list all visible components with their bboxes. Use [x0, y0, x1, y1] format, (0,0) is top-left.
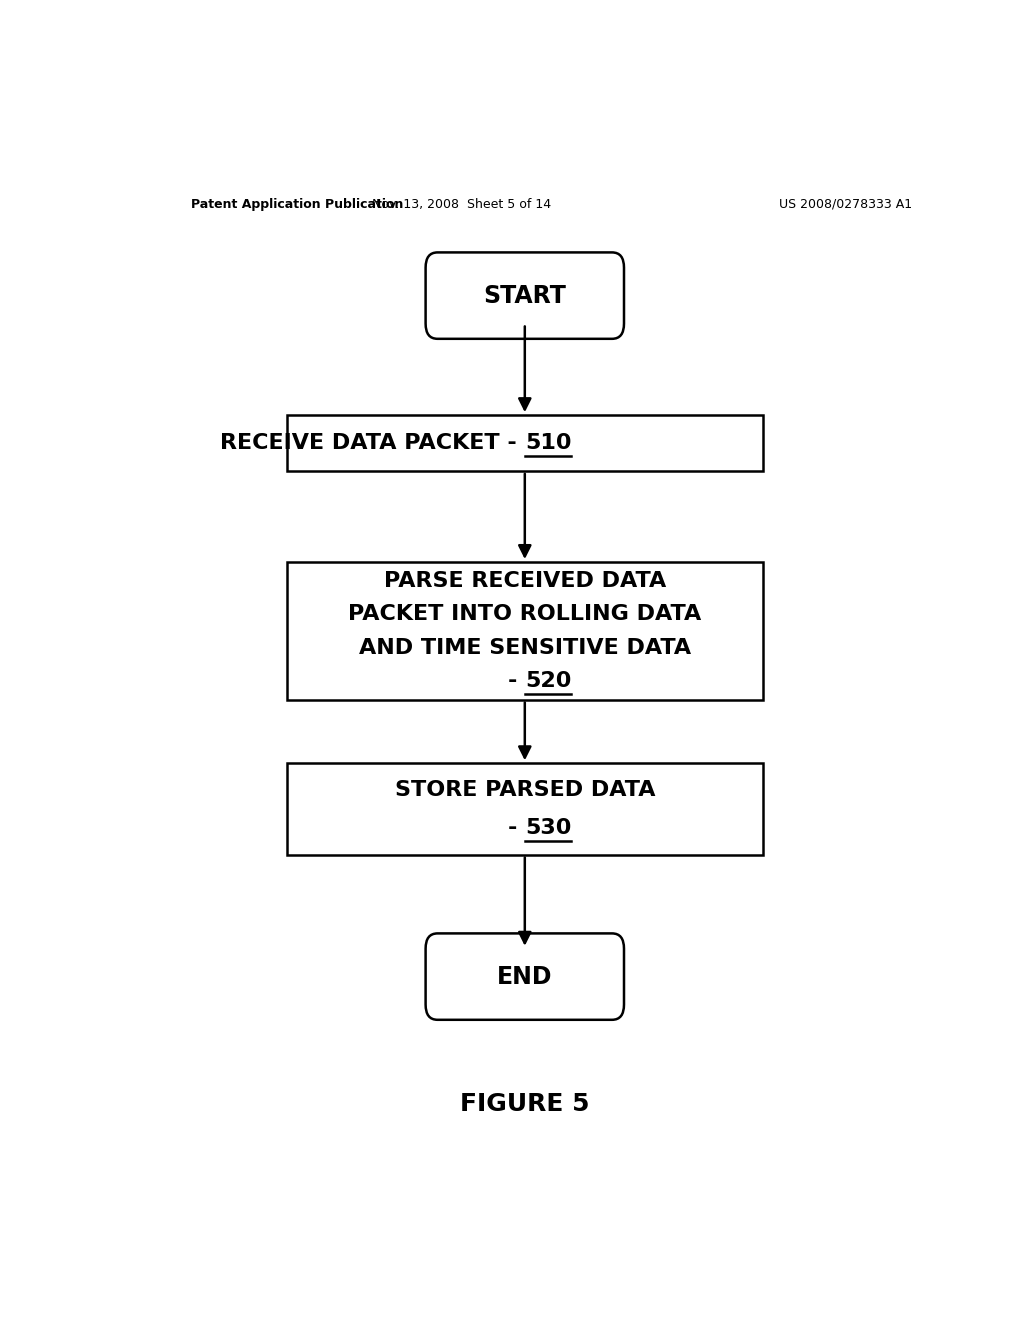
Text: 530: 530 — [524, 818, 571, 838]
Text: STORE PARSED DATA: STORE PARSED DATA — [394, 780, 655, 800]
Text: 510: 510 — [524, 433, 571, 453]
FancyBboxPatch shape — [287, 763, 763, 854]
Text: -: - — [508, 818, 524, 838]
FancyBboxPatch shape — [287, 414, 763, 471]
Text: FIGURE 5: FIGURE 5 — [460, 1092, 590, 1115]
FancyBboxPatch shape — [426, 252, 624, 339]
Text: START: START — [483, 284, 566, 308]
Text: PACKET INTO ROLLING DATA: PACKET INTO ROLLING DATA — [348, 605, 701, 624]
Text: -: - — [508, 672, 524, 692]
Text: RECEIVE DATA PACKET -: RECEIVE DATA PACKET - — [220, 433, 524, 453]
Text: US 2008/0278333 A1: US 2008/0278333 A1 — [778, 198, 912, 211]
Text: Patent Application Publication: Patent Application Publication — [191, 198, 403, 211]
FancyBboxPatch shape — [287, 562, 763, 700]
Text: 520: 520 — [524, 672, 571, 692]
Text: AND TIME SENSITIVE DATA: AND TIME SENSITIVE DATA — [358, 638, 691, 657]
Text: PARSE RECEIVED DATA: PARSE RECEIVED DATA — [384, 570, 666, 591]
Text: END: END — [497, 965, 553, 989]
FancyBboxPatch shape — [426, 933, 624, 1020]
Text: Nov. 13, 2008  Sheet 5 of 14: Nov. 13, 2008 Sheet 5 of 14 — [372, 198, 551, 211]
